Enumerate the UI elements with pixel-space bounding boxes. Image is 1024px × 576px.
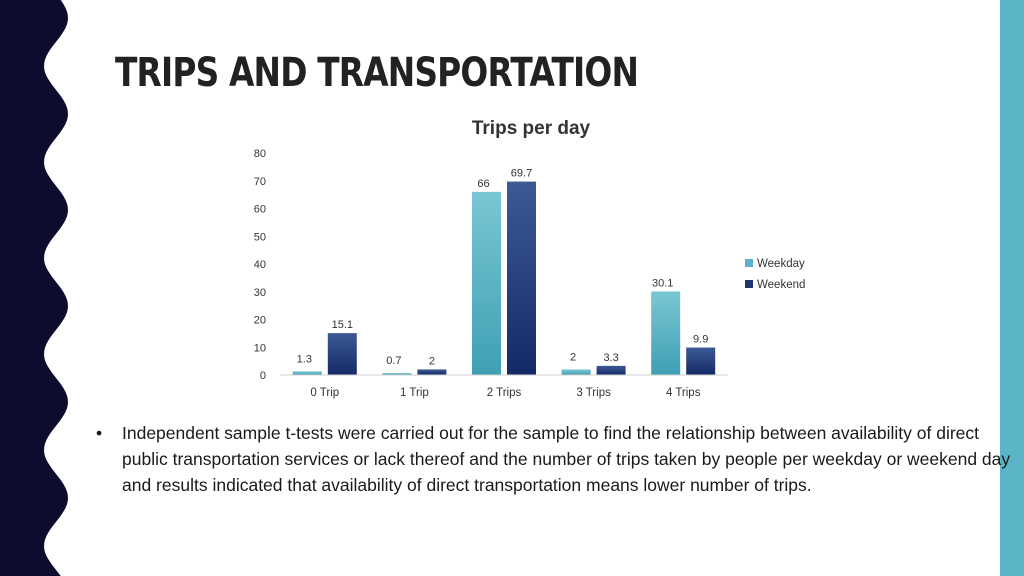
data-label: 15.1 [332,319,353,331]
x-tick-label: 2 Trips [487,387,522,399]
y-tick-label: 60 [254,204,266,216]
bar-weekday [651,291,681,375]
x-tick-label: 0 Trip [310,387,339,399]
bar-weekday [292,371,322,375]
trips-per-day-chart: Trips per day 0 10 20 30 40 50 60 70 80 1.3 15.1 0… [254,118,806,399]
slide-title: TRIPS AND TRANSPORTATION [115,50,639,96]
bar-weekend [507,181,536,375]
data-label: 66 [477,178,489,190]
y-tick-label: 70 [254,176,266,188]
data-label: 1.3 [297,353,312,365]
bar-weekday [561,369,591,375]
data-label: 0.7 [386,355,401,367]
left-wave-band [0,0,68,576]
legend-swatch-weekend [745,280,753,288]
x-tick-label: 4 Trips [666,387,701,399]
bullet-text: Independent sample t-tests were carried … [122,423,1011,495]
x-axis: 0 Trip 1 Trip 2 Trips 3 Trips 4 Trips [280,374,728,399]
y-tick-label: 20 [254,315,266,327]
y-tick-label: 80 [254,148,266,160]
bar-weekday [382,373,412,375]
y-tick-label: 0 [260,370,266,382]
data-label: 3.3 [603,352,618,364]
wave-shape [0,0,68,576]
bullet-point: • Independent sample t-tests were carrie… [96,420,1021,498]
y-tick-label: 40 [254,259,266,271]
right-accent-stripe [1000,0,1024,576]
y-tick-label: 30 [254,287,266,299]
bar-weekend [327,333,357,375]
bar-weekday [472,191,501,375]
bar-weekend [686,347,716,375]
data-label: 30.1 [652,277,673,289]
y-axis: 0 10 20 30 40 50 60 70 80 [254,148,266,382]
data-label: 69.7 [511,168,532,180]
x-tick-label: 3 Trips [576,387,611,399]
x-tick-label: 1 Trip [400,387,429,399]
legend-label-weekday: Weekday [757,258,805,270]
legend-swatch-weekday [745,259,753,267]
y-tick-label: 50 [254,231,266,243]
chart-title: Trips per day [472,118,591,139]
data-label: 2 [570,351,576,363]
data-label: 9.9 [693,334,708,346]
bar-weekend [596,365,626,375]
chart-legend: Weekday Weekend [745,258,805,291]
legend-label-weekend: Weekend [757,279,805,291]
data-label: 2 [429,355,435,367]
bar-weekend [417,369,447,375]
bars-group: 1.3 15.1 0.7 2 66 69.7 2 3.3 30.1 9.9 [292,168,716,375]
bullet-marker: • [96,423,103,443]
y-tick-label: 10 [254,342,266,354]
